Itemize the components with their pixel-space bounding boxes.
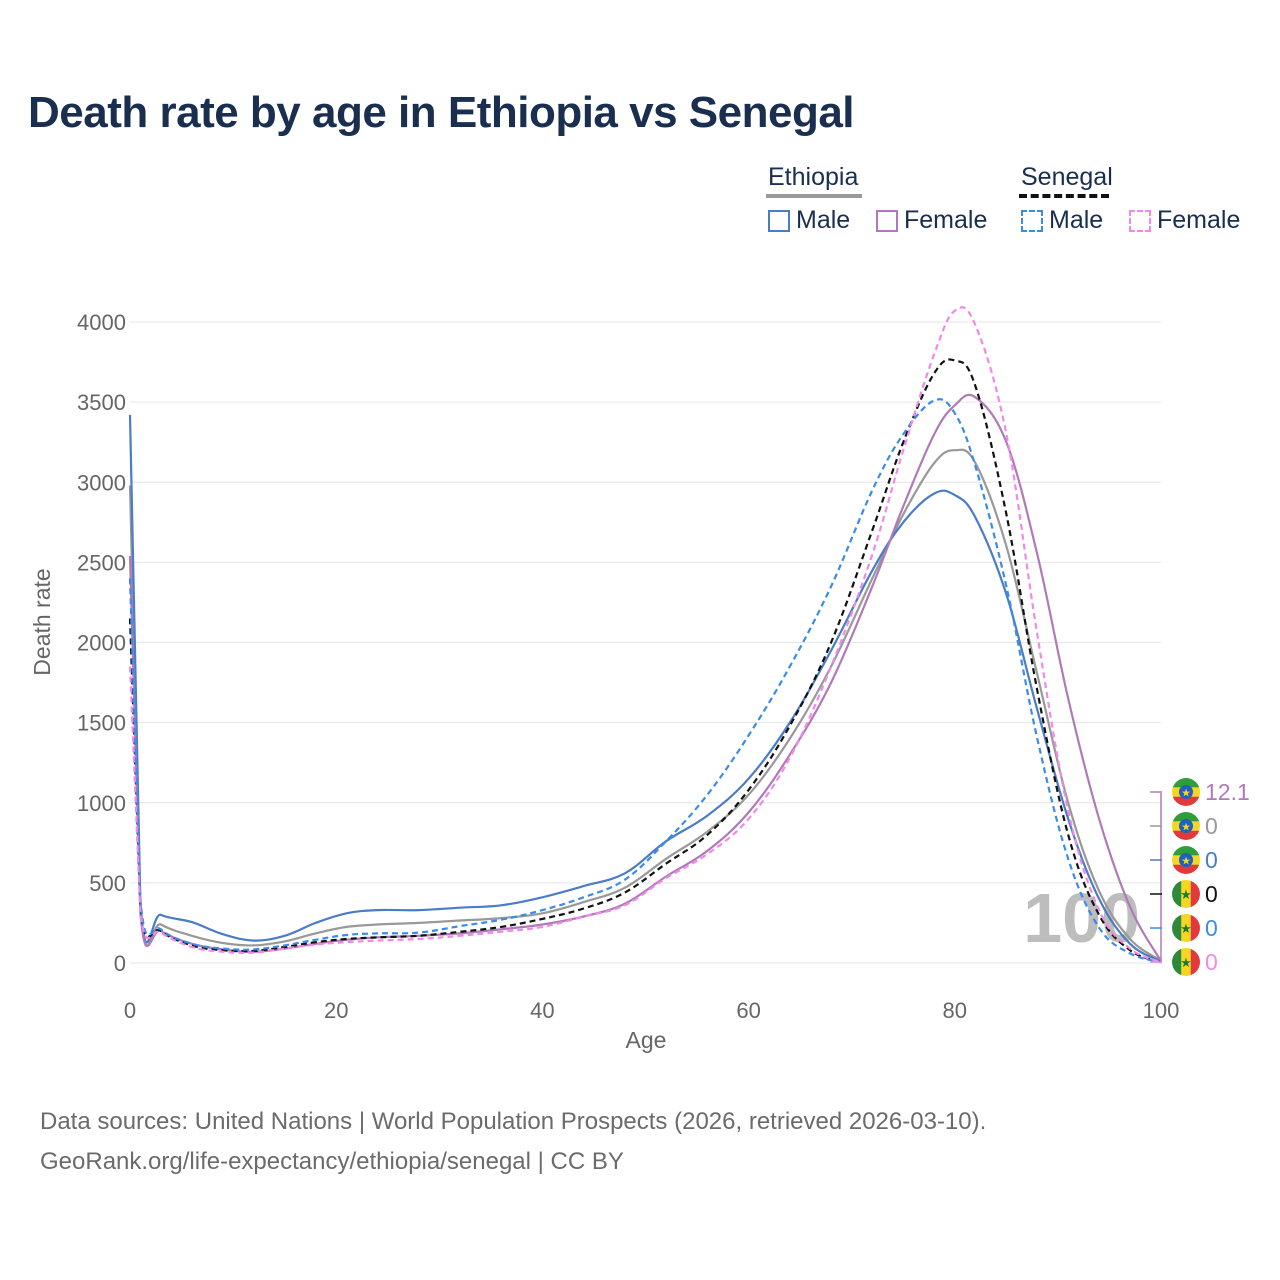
legend-swatch [876, 209, 898, 232]
flag-stripe [1172, 914, 1182, 942]
flag-stripe [1172, 796, 1200, 806]
x-tick-label: 80 [943, 998, 967, 1023]
end-value-label: 12.1 [1205, 779, 1250, 805]
flag-ethiopia: ★ [1172, 778, 1200, 806]
x-axis-title: Age [626, 1027, 667, 1053]
series-line-senegal-female [128, 306, 1162, 964]
flag-stripe [1190, 880, 1200, 908]
source-line-2[interactable]: GeoRank.org/life-expectancy/ethiopia/sen… [40, 1148, 624, 1175]
flag-star: ★ [1180, 921, 1192, 936]
y-tick-label: 3500 [77, 390, 126, 415]
y-tick-label: 0 [114, 951, 126, 976]
y-tick-label: 2000 [77, 631, 126, 656]
end-value-label: 0 [1205, 915, 1218, 941]
y-tick-label: 1500 [77, 711, 126, 736]
legend-label: Male [796, 206, 851, 234]
flag-stripe [1190, 914, 1200, 942]
flag-stripe [1181, 948, 1191, 976]
series-line-senegal-total [128, 358, 1162, 964]
x-tick-label: 0 [124, 998, 136, 1023]
y-tick-label: 2500 [77, 550, 126, 575]
flag-star: ★ [1181, 856, 1191, 868]
x-tick-label: 20 [324, 998, 348, 1023]
axes: 0 500 1000 1500 2000 2500 3000 3500 4000 0 20 40 60 8… [77, 310, 1179, 1023]
flag-star: ★ [1180, 887, 1192, 902]
flag-stripe [1172, 812, 1200, 822]
flag-star: ★ [1181, 788, 1191, 800]
end-labels: ★ 12.1 ★ 0 ★ 0 ★ 0 ★ 0 ★ 0 [1150, 778, 1250, 976]
x-tick-label: 40 [530, 998, 554, 1023]
series-line-senegal-male [128, 398, 1162, 964]
flag-emblem [1179, 785, 1193, 799]
y-tick-label: 500 [89, 871, 126, 896]
y-tick-label: 1000 [77, 791, 126, 816]
series-line-ethiopia-female [128, 393, 1162, 962]
legend-line-ethiopia [766, 194, 862, 198]
flag-stripe [1190, 948, 1200, 976]
legend-item-ethiopia-female[interactable]: Female [876, 206, 987, 235]
flag-stripe [1181, 880, 1191, 908]
legend-item-senegal-female[interactable]: Female [1129, 206, 1240, 235]
grid-lines [130, 321, 1161, 964]
source-line-1: Data sources: United Nations | World Pop… [40, 1108, 987, 1135]
y-tick-label: 3000 [77, 470, 126, 495]
flag-stripe [1172, 778, 1200, 788]
legend-item-senegal-male[interactable]: Male [1021, 206, 1103, 235]
end-value-label: 0 [1205, 847, 1218, 873]
series-lines [128, 306, 1162, 964]
y-axis-title: Death rate [29, 568, 55, 675]
flag-stripe [1172, 948, 1182, 976]
flag-stripe [1181, 914, 1191, 942]
flag-emblem [1179, 853, 1193, 867]
flag-senegal: ★ [1172, 914, 1200, 942]
page-title: Death rate by age in Ethiopia vs Senegal [28, 88, 855, 137]
legend-swatch [768, 209, 790, 232]
legend-label: Female [1157, 206, 1241, 234]
flag-senegal: ★ [1172, 880, 1200, 908]
end-value-label: 0 [1205, 813, 1218, 839]
legend-swatch [1021, 209, 1043, 232]
legend-label: Female [904, 206, 988, 234]
x-tick-label: 100 [1143, 998, 1180, 1023]
x-tick-label: 60 [736, 998, 760, 1023]
legend-group-senegal[interactable]: Senegal [1021, 163, 1113, 191]
legend-label: Male [1049, 206, 1104, 234]
flag-ethiopia: ★ [1172, 846, 1200, 874]
flag-star: ★ [1180, 955, 1192, 970]
series-line-ethiopia-total [128, 448, 1162, 962]
flag-stripe [1172, 864, 1200, 874]
end-value-label: 0 [1205, 949, 1218, 975]
legend-swatch [1129, 209, 1151, 232]
flag-stripe [1172, 846, 1200, 856]
legend-line-senegal [1019, 194, 1109, 198]
flag-stripe [1172, 880, 1182, 908]
flag-emblem [1179, 819, 1193, 833]
flag-stripe [1172, 830, 1200, 840]
end-value-label: 0 [1205, 881, 1218, 907]
legend-group-ethiopia[interactable]: Ethiopia [768, 163, 859, 191]
series-line-ethiopia-male [128, 414, 1162, 963]
y-tick-label: 4000 [77, 310, 126, 335]
legend-item-ethiopia-male[interactable]: Male [768, 206, 850, 235]
flag-senegal: ★ [1172, 948, 1200, 976]
flag-ethiopia: ★ [1172, 812, 1200, 840]
flag-star: ★ [1181, 822, 1191, 834]
